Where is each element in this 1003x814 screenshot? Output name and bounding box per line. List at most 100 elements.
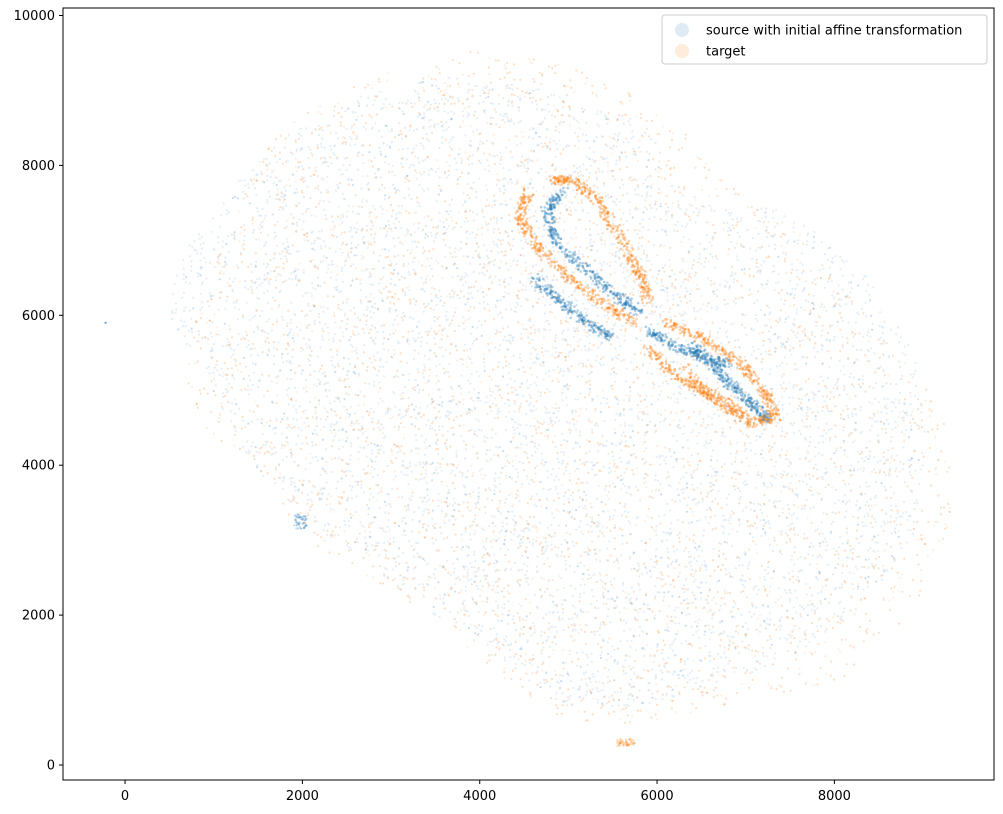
scatter-point: [286, 377, 289, 380]
scatter-point: [592, 675, 595, 678]
scatter-point: [694, 497, 697, 500]
scatter-point: [841, 259, 844, 262]
scatter-point: [477, 428, 480, 431]
scatter-point: [638, 281, 642, 284]
scatter-point: [613, 560, 616, 564]
scatter-point: [388, 103, 391, 106]
scatter-point: [533, 381, 536, 384]
scatter-point: [345, 168, 348, 171]
scatter-point: [685, 535, 688, 538]
scatter-point: [511, 230, 514, 233]
scatter-point: [575, 528, 578, 531]
scatter-point: [199, 252, 202, 255]
scatter-point: [620, 449, 623, 452]
scatter-point: [827, 280, 830, 283]
scatter-point: [545, 547, 548, 550]
scatter-point: [640, 134, 643, 137]
scatter-point: [536, 357, 539, 360]
scatter-point: [834, 465, 837, 468]
scatter-point: [278, 158, 281, 161]
scatter-point: [462, 606, 466, 609]
scatter-point: [396, 188, 399, 192]
scatter-point: [343, 519, 346, 523]
scatter-point: [691, 498, 695, 501]
scatter-point: [754, 452, 757, 455]
scatter-point: [231, 374, 234, 378]
scatter-point: [429, 403, 432, 406]
scatter-point: [720, 656, 723, 659]
scatter-point: [592, 139, 595, 143]
scatter-point: [677, 677, 681, 680]
scatter-point: [596, 497, 599, 500]
scatter-point: [414, 240, 417, 243]
scatter-point: [798, 457, 802, 460]
scatter-point: [837, 557, 840, 560]
scatter-point: [820, 241, 823, 244]
scatter-point: [198, 333, 201, 336]
scatter-point: [511, 244, 514, 247]
scatter-point: [171, 311, 174, 315]
scatter-point: [804, 473, 807, 476]
scatter-point: [824, 486, 827, 489]
scatter-point: [904, 353, 907, 357]
scatter-point: [696, 586, 699, 589]
scatter-point: [771, 270, 774, 273]
scatter-point: [319, 418, 322, 421]
series-source-points: [171, 77, 926, 708]
scatter-point: [347, 369, 350, 372]
scatter-point: [892, 401, 895, 404]
scatter-point: [373, 341, 376, 344]
scatter-point: [682, 487, 686, 490]
scatter-point: [850, 287, 854, 290]
scatter-point: [531, 186, 535, 190]
scatter-point: [605, 290, 608, 293]
scatter-point: [485, 198, 489, 202]
scatter-point: [889, 440, 893, 443]
scatter-point: [634, 153, 637, 156]
scatter-point: [190, 269, 193, 272]
scatter-point: [618, 248, 622, 251]
scatter-point: [174, 311, 177, 314]
scatter-point: [323, 524, 327, 527]
scatter-point: [714, 497, 717, 500]
scatter-point: [815, 324, 818, 327]
scatter-point: [343, 260, 347, 263]
scatter-point: [841, 583, 844, 586]
scatter-point: [383, 198, 386, 201]
scatter-point: [520, 443, 523, 446]
scatter-point: [217, 258, 220, 261]
scatter-point: [646, 423, 649, 426]
scatter-point: [718, 374, 721, 377]
scatter-point: [497, 455, 500, 458]
scatter-point: [621, 245, 625, 249]
scatter-point: [267, 263, 270, 266]
scatter-point: [252, 371, 255, 374]
scatter-point: [742, 666, 746, 669]
scatter-point: [361, 416, 364, 419]
scatter-point: [526, 161, 530, 164]
scatter-point: [503, 112, 506, 115]
scatter-point: [544, 108, 547, 111]
scatter-point: [255, 174, 258, 177]
scatter-point: [846, 542, 849, 545]
scatter-point: [322, 240, 326, 243]
scatter-point: [256, 328, 260, 331]
scatter-point: [355, 118, 358, 121]
scatter-point: [380, 444, 383, 447]
scatter-point: [727, 340, 730, 344]
scatter-point: [578, 696, 581, 699]
scatter-point: [819, 305, 822, 308]
scatter-point: [673, 550, 676, 553]
scatter-point: [475, 370, 478, 373]
scatter-point: [744, 480, 747, 483]
scatter-point: [699, 308, 702, 311]
scatter-point: [472, 445, 475, 448]
scatter-point: [786, 503, 789, 506]
scatter-point: [559, 272, 562, 275]
scatter-point: [550, 93, 553, 96]
scatter-point: [735, 452, 738, 455]
scatter-point: [435, 442, 438, 445]
scatter-point: [537, 499, 540, 502]
scatter-point: [756, 320, 759, 323]
scatter-point: [373, 384, 376, 387]
